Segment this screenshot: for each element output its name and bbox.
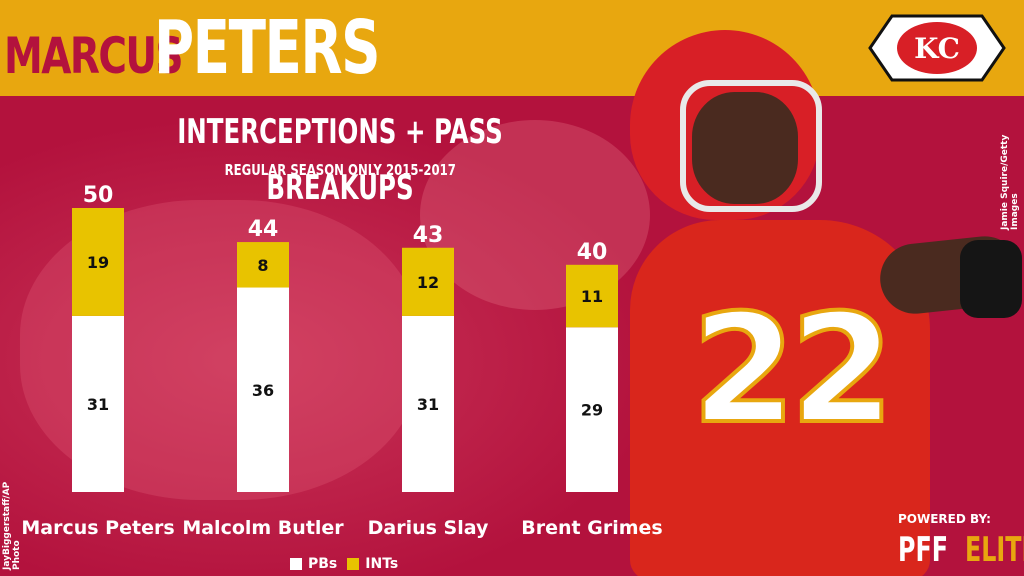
bar-value-label-ints-4: 11: [581, 287, 603, 306]
facemask: [680, 80, 822, 212]
powered-by-label: POWERED BY:: [898, 512, 991, 526]
category-label-2: Malcolm Butler: [182, 517, 344, 539]
photo-credit-right: Jamie Squire/Getty Images: [1000, 134, 1020, 230]
bar-value-label-ints-1: 19: [87, 253, 109, 272]
legend-swatch-pbs: [290, 558, 302, 570]
bar-value-label-pbs-2: 36: [252, 381, 274, 400]
category-label-4: Brent Grimes: [521, 517, 662, 539]
header-band: [0, 0, 1024, 96]
chart-title: INTERCEPTIONS + PASS BREAKUPS: [177, 112, 503, 208]
bar-segment-pbs-4: [566, 327, 618, 492]
bar-total-label-3: 43: [413, 223, 444, 248]
pff-text: PFF: [898, 530, 948, 570]
bar-value-label-pbs-1: 31: [87, 395, 109, 414]
category-label-3: Darius Slay: [368, 517, 489, 539]
player-photo: 22: [600, 30, 1024, 576]
bar-segment-pbs-3: [402, 315, 454, 492]
chiefs-logo: KC: [868, 14, 1006, 82]
legend-item-pbs: PBs: [290, 556, 337, 572]
bar-total-label-1: 50: [83, 183, 114, 208]
bar-total-label-4: 40: [577, 240, 608, 265]
jersey-number: 22: [690, 281, 897, 459]
bar-segment-ints-1: [72, 208, 124, 316]
legend-item-ints: INTs: [347, 556, 398, 572]
legend: PBs INTs: [290, 553, 398, 575]
bar-total-label-2: 44: [248, 217, 279, 242]
elite-text: ELITE: [965, 530, 1024, 570]
legend-label-pbs: PBs: [308, 556, 338, 572]
legend-label-ints: INTs: [365, 556, 399, 572]
bar-value-label-ints-2: 8: [257, 256, 268, 275]
bar-segment-ints-2: [237, 242, 289, 288]
bar-segment-ints-3: [402, 247, 454, 316]
logo-text: KC: [914, 32, 960, 65]
bar-segment-pbs-1: [72, 315, 124, 492]
player-name: MARCUS PETERS: [4, 2, 458, 94]
photo-credit-left: JayBiggerstaff/AP Photo: [2, 481, 22, 570]
legend-swatch-ints: [347, 558, 360, 570]
bar-value-label-ints-3: 12: [417, 273, 439, 292]
chart-subtitle: REGULAR SEASON ONLY 2015-2017: [224, 161, 456, 179]
bar-segment-ints-4: [566, 264, 618, 328]
bar-value-label-pbs-3: 31: [417, 395, 439, 414]
category-label-1: Marcus Peters: [21, 517, 174, 539]
pff-elite-logo: PFF ELITE: [898, 528, 1024, 572]
bar-segment-pbs-2: [237, 287, 289, 492]
bar-value-label-pbs-4: 29: [581, 401, 603, 420]
thumbs-up-glove: [960, 240, 1022, 318]
player-last-name: PETERS: [154, 5, 381, 91]
